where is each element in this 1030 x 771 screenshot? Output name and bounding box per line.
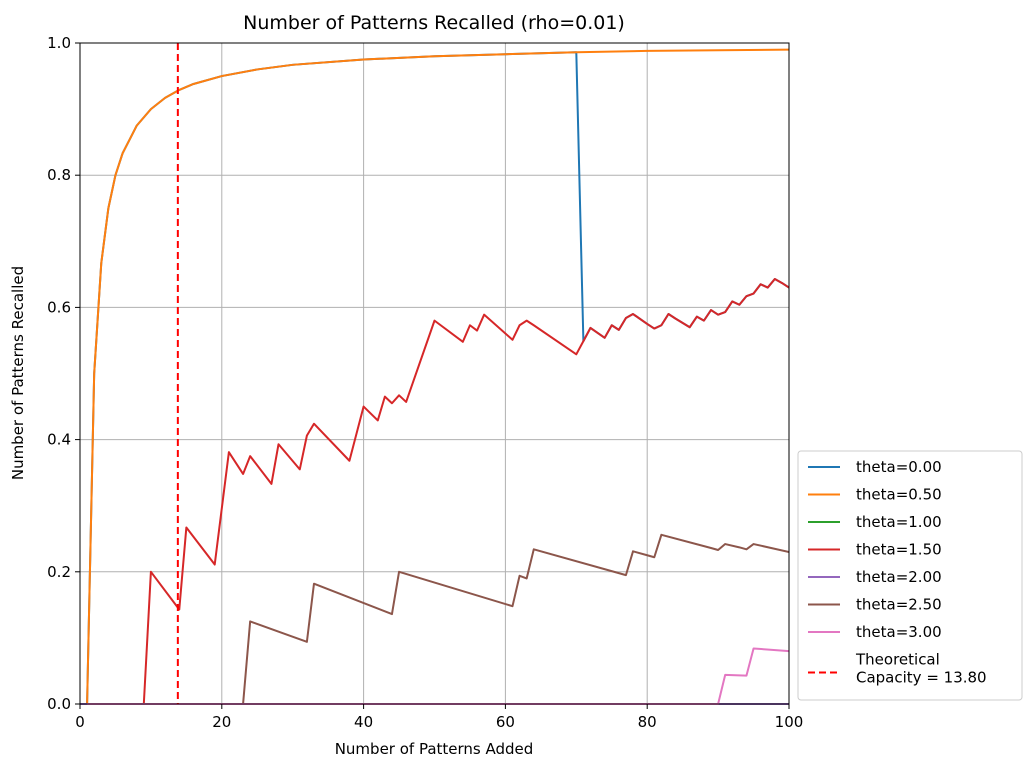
y-tick-label: 0.8 (47, 166, 71, 184)
legend-label: theta=0.50 (856, 486, 942, 504)
y-tick-label: 0.4 (47, 431, 71, 449)
series-line-theta-0-00 (86, 51, 789, 705)
y-axis-label: Number of Patterns Recalled (9, 266, 27, 480)
x-tick-label: 40 (354, 713, 373, 731)
legend-label: theta=3.00 (856, 623, 942, 641)
legend-label: theta=2.00 (856, 568, 942, 586)
y-tick-label: 0.0 (47, 695, 71, 713)
legend-label: theta=1.50 (856, 541, 942, 559)
series-line-theta-0-50 (86, 48, 789, 705)
x-tick-label: 60 (496, 713, 515, 731)
series-line-theta-1-50 (87, 277, 789, 705)
x-tick-label: 0 (75, 713, 85, 731)
y-tick-label: 0.6 (47, 298, 71, 316)
y-tick-label: 0.2 (47, 563, 71, 581)
series-line-theta-2-50 (87, 533, 789, 705)
grid (79, 42, 790, 705)
legend-label-reference-1: Theoretical (855, 651, 940, 669)
plot-area (80, 43, 789, 705)
chart-title: Number of Patterns Recalled (rho=0.01) (243, 12, 625, 34)
x-tick-label: 80 (638, 713, 657, 731)
plot-frame (79, 42, 790, 705)
series-line-theta-3-00 (87, 647, 789, 705)
y-tick-label: 1.0 (47, 34, 71, 52)
x-tick-label: 20 (212, 713, 231, 731)
x-tick-label: 100 (775, 713, 804, 731)
x-axis-label: Number of Patterns Added (335, 740, 534, 758)
ticks: 0 20 40 60 80 100 0.0 0.2 0.4 0.6 0.8 1.0 (47, 34, 803, 731)
legend-label: theta=1.00 (856, 513, 942, 531)
legend-label: theta=2.50 (856, 596, 942, 614)
legend-box (797, 450, 1023, 701)
legend: theta=0.00 theta=0.50 theta=1.00 theta=1.50… (797, 450, 1023, 701)
legend-label-reference-2: Capacity = 13.80 (856, 669, 987, 687)
legend-label: theta=0.00 (856, 458, 942, 476)
